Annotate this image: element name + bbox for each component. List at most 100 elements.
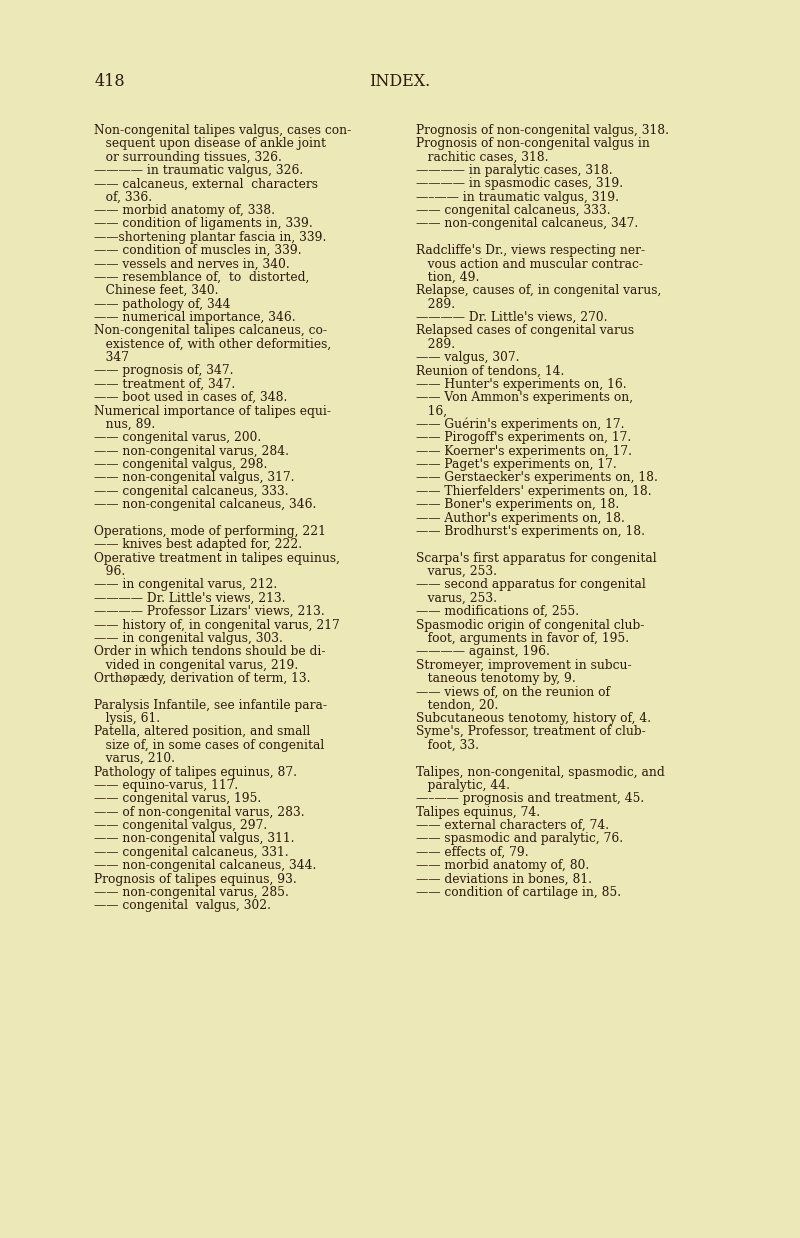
Text: ——shortening plantar fascia in, 339.: ——shortening plantar fascia in, 339. [94,230,326,244]
Text: varus, 253.: varus, 253. [416,592,497,605]
Text: —–—— prognosis and treatment, 45.: —–—— prognosis and treatment, 45. [416,792,644,806]
Text: —— of non-congenital varus, 283.: —— of non-congenital varus, 283. [94,806,305,818]
Text: Numerical importance of talipes equi-: Numerical importance of talipes equi- [94,405,331,417]
Text: sequent upon disease of ankle joint: sequent upon disease of ankle joint [94,137,326,150]
Text: —— congenital calcaneus, 333.: —— congenital calcaneus, 333. [94,485,289,498]
Text: —— morbid anatomy of, 338.: —— morbid anatomy of, 338. [94,204,275,217]
Text: —— congenital valgus, 297.: —— congenital valgus, 297. [94,820,268,832]
Text: —— condition of muscles in, 339.: —— condition of muscles in, 339. [94,244,302,258]
Text: Radcliffe's Dr., views respecting ner-: Radcliffe's Dr., views respecting ner- [416,244,645,258]
Text: —— equino-varus, 117.: —— equino-varus, 117. [94,779,238,792]
Text: Prognosis of non-congenital valgus, 318.: Prognosis of non-congenital valgus, 318. [416,124,669,137]
Text: Talipes equinus, 74.: Talipes equinus, 74. [416,806,540,818]
Text: Scarpa's first apparatus for congenital: Scarpa's first apparatus for congenital [416,552,657,565]
Text: Non-congenital talipes valgus, cases con-: Non-congenital talipes valgus, cases con… [94,124,352,137]
Text: Non-congenital talipes calcaneus, co-: Non-congenital talipes calcaneus, co- [94,324,327,338]
Text: —— pathology of, 344: —— pathology of, 344 [94,297,231,311]
Text: 418: 418 [94,73,125,90]
Text: —— prognosis of, 347.: —— prognosis of, 347. [94,364,234,378]
Text: Reunion of tendons, 14.: Reunion of tendons, 14. [416,364,564,378]
Text: —— non-congenital valgus, 311.: —— non-congenital valgus, 311. [94,832,295,846]
Text: —— non-congenital valgus, 317.: —— non-congenital valgus, 317. [94,472,295,484]
Text: Paralysis Infantile, see infantile para-: Paralysis Infantile, see infantile para- [94,698,327,712]
Text: tion, 49.: tion, 49. [416,271,479,284]
Text: foot, arguments in favor of, 195.: foot, arguments in favor of, 195. [416,631,629,645]
Text: vous action and muscular contrac-: vous action and muscular contrac- [416,258,643,271]
Text: existence of, with other deformities,: existence of, with other deformities, [94,338,332,350]
Text: —— numerical importance, 346.: —— numerical importance, 346. [94,311,296,324]
Text: ———— Dr. Little's views, 213.: ———— Dr. Little's views, 213. [94,592,286,605]
Text: —— condition of cartilage in, 85.: —— condition of cartilage in, 85. [416,886,621,899]
Text: —— resemblance of,  to  distorted,: —— resemblance of, to distorted, [94,271,310,284]
Text: Relapse, causes of, in congenital varus,: Relapse, causes of, in congenital varus, [416,285,662,297]
Text: ———— Professor Lizars' views, 213.: ———— Professor Lizars' views, 213. [94,605,325,618]
Text: Relapsed cases of congenital varus: Relapsed cases of congenital varus [416,324,634,338]
Text: Chinese feet, 340.: Chinese feet, 340. [94,285,219,297]
Text: —— non-congenital calcaneus, 344.: —— non-congenital calcaneus, 344. [94,859,317,873]
Text: taneous tenotomy by, 9.: taneous tenotomy by, 9. [416,672,576,685]
Text: 347: 347 [94,352,130,364]
Text: ———— in traumatic valgus, 326.: ———— in traumatic valgus, 326. [94,163,304,177]
Text: —— second apparatus for congenital: —— second apparatus for congenital [416,578,646,592]
Text: —— congenital  valgus, 302.: —— congenital valgus, 302. [94,899,271,912]
Text: varus, 253.: varus, 253. [416,565,497,578]
Text: or surrounding tissues, 326.: or surrounding tissues, 326. [94,151,282,163]
Text: —— deviations in bones, 81.: —— deviations in bones, 81. [416,873,592,885]
Text: Order in which tendons should be di-: Order in which tendons should be di- [94,645,326,659]
Text: Spasmodic origin of congenital club-: Spasmodic origin of congenital club- [416,619,644,631]
Text: —— calcaneus, external  characters: —— calcaneus, external characters [94,177,318,191]
Text: —— Hunter's experiments on, 16.: —— Hunter's experiments on, 16. [416,378,626,391]
Text: ———— in paralytic cases, 318.: ———— in paralytic cases, 318. [416,163,613,177]
Text: 16,: 16, [416,405,447,417]
Text: rachitic cases, 318.: rachitic cases, 318. [416,151,549,163]
Text: 289.: 289. [416,338,455,350]
Text: —— non-congenital varus, 284.: —— non-congenital varus, 284. [94,444,290,458]
Text: Syme's, Professor, treatment of club-: Syme's, Professor, treatment of club- [416,725,646,739]
Text: —— non-congenital varus, 285.: —— non-congenital varus, 285. [94,886,290,899]
Text: —— congenital calcaneus, 333.: —— congenital calcaneus, 333. [416,204,610,217]
Text: ———— Dr. Little's views, 270.: ———— Dr. Little's views, 270. [416,311,607,324]
Text: Patella, altered position, and small: Patella, altered position, and small [94,725,310,739]
Text: —— effects of, 79.: —— effects of, 79. [416,846,529,859]
Text: Orthøpædy, derivation of term, 13.: Orthøpædy, derivation of term, 13. [94,672,311,685]
Text: INDEX.: INDEX. [370,73,430,90]
Text: Prognosis of non-congenital valgus in: Prognosis of non-congenital valgus in [416,137,650,150]
Text: —— valgus, 307.: —— valgus, 307. [416,352,519,364]
Text: —— non-congenital calcaneus, 347.: —— non-congenital calcaneus, 347. [416,218,638,230]
Text: 96.: 96. [94,565,126,578]
Text: —— Guérin's experiments on, 17.: —— Guérin's experiments on, 17. [416,418,625,432]
Text: Operative treatment in talipes equinus,: Operative treatment in talipes equinus, [94,552,341,565]
Text: nus, 89.: nus, 89. [94,418,156,431]
Text: Talipes, non-congenital, spasmodic, and: Talipes, non-congenital, spasmodic, and [416,765,665,779]
Text: —— history of, in congenital varus, 217: —— history of, in congenital varus, 217 [94,619,340,631]
Text: tendon, 20.: tendon, 20. [416,698,498,712]
Text: paralytic, 44.: paralytic, 44. [416,779,510,792]
Text: —— Author's experiments on, 18.: —— Author's experiments on, 18. [416,511,625,525]
Text: —— Pirogoff's experiments on, 17.: —— Pirogoff's experiments on, 17. [416,431,631,444]
Text: of, 336.: of, 336. [94,191,153,204]
Text: ———— in spasmodic cases, 319.: ———— in spasmodic cases, 319. [416,177,623,191]
Text: Operations, mode of performing, 221: Operations, mode of performing, 221 [94,525,326,539]
Text: —— in congenital varus, 212.: —— in congenital varus, 212. [94,578,278,592]
Text: —— modifications of, 255.: —— modifications of, 255. [416,605,579,618]
Text: —— Thierfelders' experiments on, 18.: —— Thierfelders' experiments on, 18. [416,485,652,498]
Text: —— Paget's experiments on, 17.: —— Paget's experiments on, 17. [416,458,617,472]
Text: lysis, 61.: lysis, 61. [94,712,161,725]
Text: 289.: 289. [416,297,455,311]
Text: Pathology of talipes equinus, 87.: Pathology of talipes equinus, 87. [94,765,298,779]
Text: —— morbid anatomy of, 80.: —— morbid anatomy of, 80. [416,859,590,873]
Text: —— Gerstaecker's experiments on, 18.: —— Gerstaecker's experiments on, 18. [416,472,658,484]
Text: vided in congenital varus, 219.: vided in congenital varus, 219. [94,659,298,672]
Text: Stromeyer, improvement in subcu-: Stromeyer, improvement in subcu- [416,659,632,672]
Text: —— condition of ligaments in, 339.: —— condition of ligaments in, 339. [94,218,313,230]
Text: —— congenital varus, 195.: —— congenital varus, 195. [94,792,262,806]
Text: Prognosis of talipes equinus, 93.: Prognosis of talipes equinus, 93. [94,873,297,885]
Text: —— spasmodic and paralytic, 76.: —— spasmodic and paralytic, 76. [416,832,623,846]
Text: —— Brodhurst's experiments on, 18.: —— Brodhurst's experiments on, 18. [416,525,645,539]
Text: —–—— in traumatic valgus, 319.: —–—— in traumatic valgus, 319. [416,191,619,204]
Text: —— external characters of, 74.: —— external characters of, 74. [416,820,609,832]
Text: —— Von Ammon's experiments on,: —— Von Ammon's experiments on, [416,391,633,405]
Text: —— congenital valgus, 298.: —— congenital valgus, 298. [94,458,268,472]
Text: —— non-congenital calcaneus, 346.: —— non-congenital calcaneus, 346. [94,498,317,511]
Text: —— in congenital valgus, 303.: —— in congenital valgus, 303. [94,631,283,645]
